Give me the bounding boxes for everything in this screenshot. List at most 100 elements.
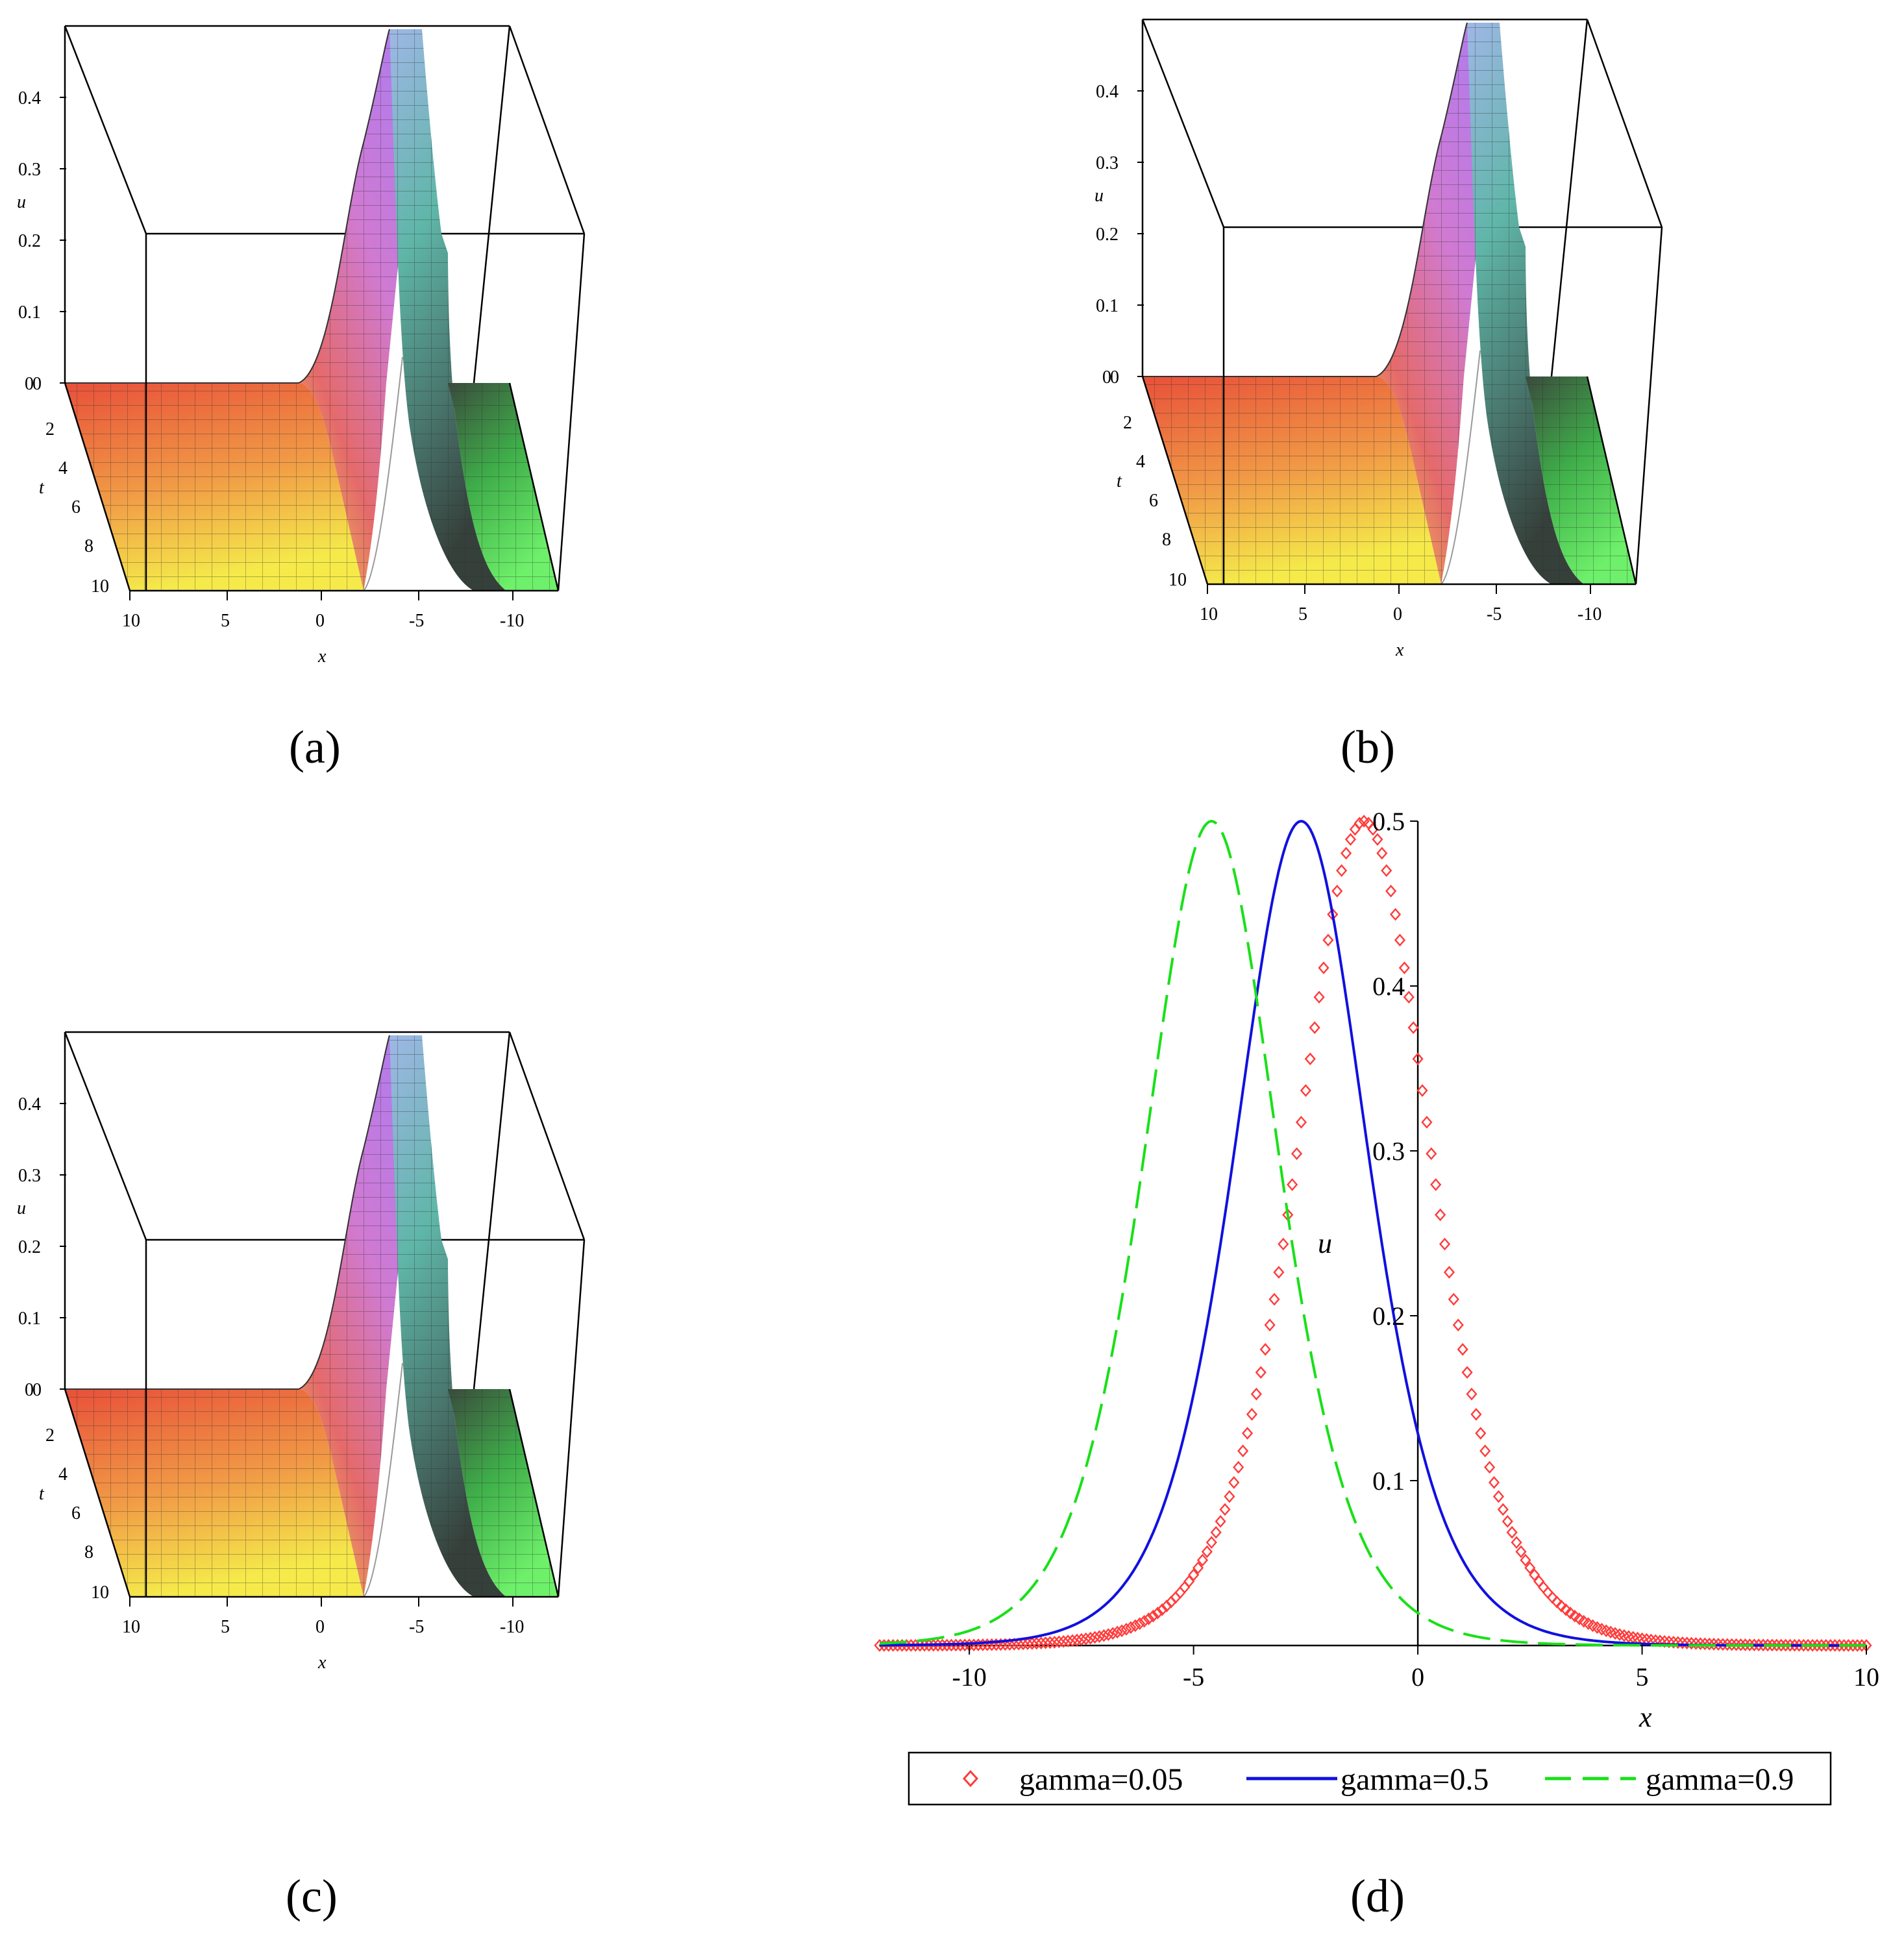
x-tick: -5	[409, 611, 424, 631]
t-ticks-b: 0 2 4 6 8 10	[1110, 367, 1187, 590]
data-point	[1098, 1629, 1110, 1642]
panel-b: 0 0.1 0.2 0.3 0.4 u 0 2 4 6 8 10 t 10 5 …	[1094, 18, 1663, 660]
data-point	[1851, 1639, 1863, 1652]
panel-c: 0 0.1 0.2 0.3 0.4 u 0 2 4 6 8 10 t 10 5 …	[17, 1031, 586, 1673]
panel-label-d: (d)	[1350, 1870, 1405, 1922]
data-point	[1255, 1366, 1267, 1379]
data-point	[1201, 1545, 1213, 1559]
data-point	[1668, 1636, 1679, 1649]
data-point	[1407, 1021, 1419, 1034]
data-point	[1596, 1623, 1607, 1636]
data-point	[1466, 1387, 1477, 1401]
data-point	[1856, 1639, 1868, 1652]
data-point	[1771, 1638, 1783, 1652]
data-point	[1389, 907, 1402, 921]
series-gamma=0.5	[880, 819, 1866, 1647]
u-tick: 0.4	[18, 1094, 41, 1115]
data-point	[1152, 1607, 1163, 1620]
data-point	[1506, 1525, 1518, 1539]
panel-label-c: (c)	[286, 1870, 338, 1922]
legend-label: gamma=0.5	[1341, 1762, 1489, 1797]
x-tick-label: 5	[1636, 1662, 1649, 1692]
t-axis-label: t	[39, 1484, 45, 1504]
data-point	[1475, 1427, 1487, 1440]
data-point	[1430, 1178, 1442, 1191]
t-tick: 8	[84, 536, 93, 556]
data-point	[1583, 1617, 1594, 1631]
t-tick: 8	[84, 1542, 93, 1562]
data-point	[1502, 1515, 1513, 1528]
u-axis-label: u	[1094, 186, 1104, 206]
x-ticks-b: 10 5 0 -5 -10	[1200, 604, 1601, 624]
data-point	[1233, 1460, 1244, 1474]
data-point	[1435, 1208, 1446, 1222]
u-tick: 0.1	[18, 302, 41, 323]
data-point	[1825, 1639, 1836, 1652]
surface-c	[58, 1031, 586, 1608]
data-point	[1798, 1638, 1809, 1652]
panel-a: 0 0.1 0.2 0.3 0.4 u 0 2 4 6 8 10 t 10 5 …	[17, 25, 586, 667]
x-tick-label: 0	[1411, 1662, 1424, 1692]
data-point	[1833, 1639, 1846, 1652]
data-point	[1331, 884, 1343, 898]
data-point	[1093, 1630, 1106, 1643]
x-tick: -10	[500, 611, 524, 631]
surface-b	[1136, 18, 1663, 595]
data-point	[1685, 1636, 1698, 1650]
data-point	[1268, 1292, 1280, 1306]
data-point	[1600, 1624, 1612, 1638]
panel-label-b: (b)	[1341, 721, 1395, 773]
data-point	[1013, 1637, 1024, 1651]
data-point	[1134, 1617, 1146, 1631]
data-point	[1520, 1553, 1531, 1567]
data-point	[1766, 1638, 1778, 1652]
data-point	[1130, 1619, 1141, 1633]
x-tick: 0	[315, 611, 325, 631]
t-tick: 0	[1110, 367, 1119, 388]
data-point	[1349, 822, 1361, 836]
t-tick: 6	[71, 1503, 80, 1523]
data-point	[1008, 1638, 1020, 1651]
panel-d: -10 -5 0 5 10 0.1 0.2 0.3 0.4 0.5 x u gamma=0.05 …	[874, 807, 1879, 1806]
x-axis-label: x	[1395, 640, 1404, 660]
x-tick-label: 10	[1853, 1662, 1879, 1692]
data-point	[1273, 1266, 1285, 1279]
x-tick: 10	[122, 611, 140, 631]
data-point	[1497, 1503, 1509, 1516]
data-point	[1712, 1638, 1724, 1651]
t-ticks-c: 0 2 4 6 8 10	[32, 1380, 109, 1603]
x-tick: 0	[1393, 604, 1402, 624]
data-point	[1367, 822, 1379, 836]
data-point	[1040, 1636, 1052, 1649]
data-point	[1102, 1628, 1114, 1641]
t-tick: 10	[91, 1583, 109, 1603]
series-line	[879, 819, 1866, 1647]
data-point	[1322, 933, 1334, 947]
data-point	[1757, 1638, 1769, 1652]
ticks-d: -10 -5 0 5 10 0.1 0.2 0.3 0.4 0.5	[952, 807, 1879, 1692]
x-tick: -10	[500, 1617, 524, 1637]
x-tick: 10	[122, 1617, 140, 1637]
legend-label: gamma=0.05	[1019, 1762, 1183, 1797]
data-point	[1744, 1638, 1755, 1651]
data-point	[1264, 1318, 1276, 1332]
data-point	[1793, 1638, 1805, 1652]
data-point	[1537, 1581, 1550, 1594]
data-point	[1031, 1636, 1043, 1650]
data-point	[1053, 1635, 1065, 1649]
axes-d	[880, 821, 1866, 1647]
data-point	[1125, 1621, 1137, 1634]
t-tick: 6	[71, 497, 80, 517]
data-point	[1439, 1237, 1451, 1251]
data-point	[1457, 1342, 1468, 1356]
data-point	[1340, 846, 1352, 860]
t-tick: 0	[32, 374, 42, 394]
data-point	[1291, 1147, 1303, 1161]
data-point	[1183, 1575, 1195, 1588]
data-point	[1591, 1621, 1603, 1634]
data-point	[1708, 1638, 1720, 1651]
u-axis-label: u	[17, 1198, 26, 1218]
data-point	[1847, 1639, 1859, 1652]
data-point	[1529, 1568, 1540, 1582]
data-point	[1492, 1490, 1505, 1503]
